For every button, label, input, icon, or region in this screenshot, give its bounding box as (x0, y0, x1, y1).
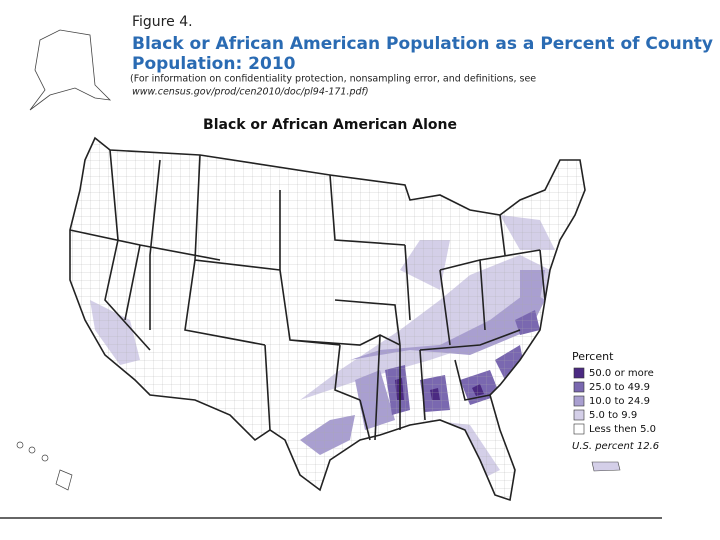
figure-label: Figure 4. (132, 14, 193, 30)
legend-swatch (573, 381, 585, 393)
title: Population: 2010 (132, 54, 296, 74)
map-subtitle: Black or African American Alone (203, 117, 457, 133)
legend-label: 5.0 to 9.9 (589, 410, 637, 421)
legend-label: 50.0 or more (589, 368, 654, 379)
legend-label: 25.0 to 49.9 (589, 382, 650, 393)
map (16, 29, 621, 501)
note: (For information on confidentiality prot… (130, 74, 536, 85)
puerto-rico (591, 461, 621, 472)
legend-note: U.S. percent 12.6 (572, 441, 659, 452)
legend-swatch (573, 367, 585, 379)
hawaii (16, 441, 73, 491)
legend-label: Less then 5.0 (589, 424, 656, 435)
legend-swatch (573, 423, 585, 435)
legend-title: Percent (572, 350, 614, 363)
legend: Percent U.S. percent 12.6 50.0 or more 25… (572, 350, 659, 452)
note: www.census.gov/prod/cen2010/doc/pl94-171… (132, 87, 369, 98)
legend-label: 10.0 to 24.9 (589, 396, 650, 407)
legend-swatch (573, 395, 585, 407)
alaska (29, 29, 112, 111)
title: Black or African American Population as … (132, 34, 713, 54)
contiguous-us (70, 138, 585, 500)
legend-swatch (573, 409, 585, 421)
